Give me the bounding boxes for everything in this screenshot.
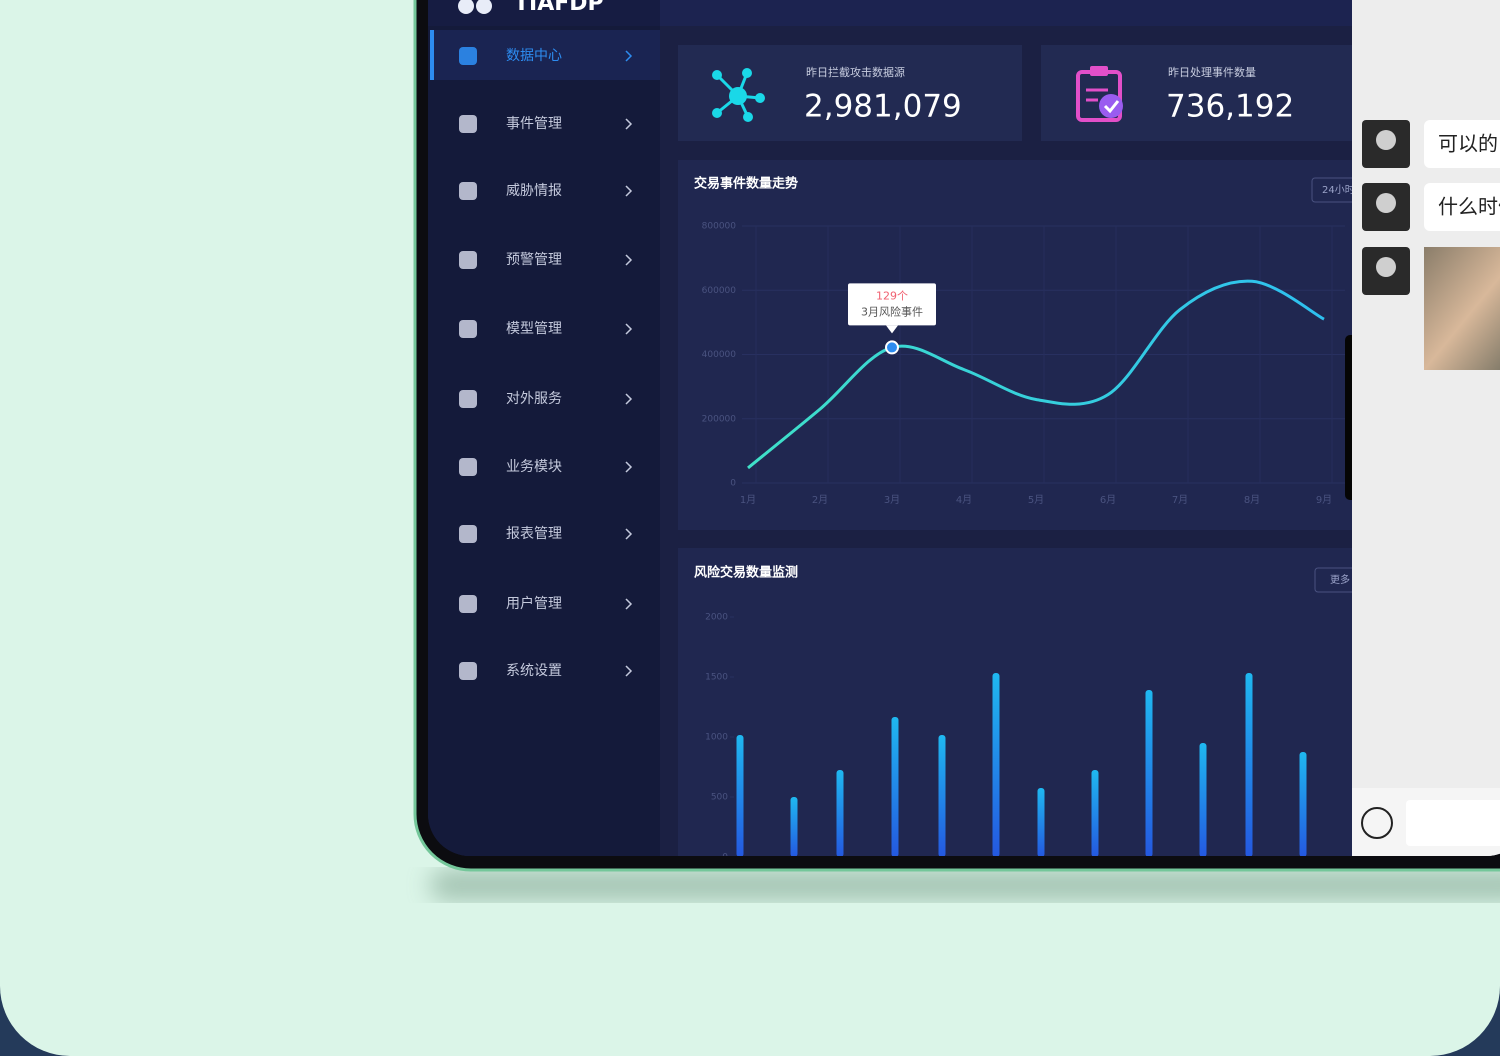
chevron [625, 323, 633, 335]
message-bubble [1424, 120, 1500, 168]
bar [1245, 673, 1253, 856]
bar [1199, 743, 1207, 856]
tablet-screen: TIAFDP 数据中心事件管理威胁情报预警管理模型管理对外服务业务模块报表管理用… [428, 0, 1500, 863]
y-tick-label: 2000 [705, 613, 728, 623]
chevron [625, 461, 633, 473]
bar [891, 716, 899, 856]
x-tick-label: 2月 [812, 494, 828, 506]
x-tick-label: 1月 [740, 494, 756, 506]
menu-item[interactable]: 系统设置 [506, 663, 562, 679]
message-image[interactable] [1424, 247, 1500, 370]
x-tick-label: 5月 [1028, 494, 1044, 506]
chevron [625, 50, 633, 62]
line-series [747, 279, 1325, 470]
x-tick-label: 9月 [1316, 494, 1332, 506]
stat-value: 2,981,079 [804, 89, 962, 125]
tooltip [848, 283, 936, 326]
sidebar [428, 0, 660, 856]
menu-item[interactable]: 用户管理 [506, 595, 562, 612]
tooltip-value: 129个 [876, 289, 908, 302]
avatars [1362, 120, 1410, 295]
stat-card [1041, 45, 1381, 141]
y-tick-label: 500 [711, 793, 728, 803]
message-text: 什么时候 [1438, 195, 1500, 219]
app-title: TIAFDP [514, 0, 604, 16]
menu-item[interactable]: 业务模块 [506, 459, 562, 475]
chevron [625, 254, 633, 266]
menu-icon [459, 662, 477, 680]
stat-value: 736,192 [1166, 89, 1294, 125]
menu-icon [459, 458, 477, 476]
menu-icon [459, 525, 477, 543]
menu-icon [459, 390, 477, 408]
range-button-label[interactable]: 24小时 [1322, 184, 1355, 196]
menu-item[interactable]: 事件管理 [506, 116, 562, 132]
chevron [625, 528, 633, 540]
bar [1037, 788, 1045, 856]
menu-item[interactable]: 对外服务 [506, 391, 562, 407]
y-tick-label: 0 [722, 853, 728, 863]
chevron [625, 185, 633, 197]
y-tick-label: 0 [730, 479, 736, 489]
chart-title: 风险交易数量监测 [694, 565, 798, 581]
menu-icon [459, 251, 477, 269]
bar [836, 770, 844, 856]
bar [1145, 689, 1153, 856]
menu-item[interactable]: 数据中心 [506, 48, 562, 64]
menu-icon [459, 115, 477, 133]
x-tick-label: 8月 [1244, 494, 1260, 506]
highlight-point [885, 340, 899, 355]
message-bubble [1424, 183, 1500, 231]
x-tick-label: 3月 [884, 494, 900, 506]
bar-chart-panel [678, 548, 1378, 856]
chat-input[interactable] [1406, 800, 1500, 846]
stat-label: 昨日拦截攻击数据源 [806, 65, 905, 79]
menu-icon [459, 320, 477, 338]
bar [1091, 770, 1099, 856]
x-tick-label: 6月 [1100, 494, 1116, 506]
logo-icon [458, 0, 492, 14]
bar [938, 734, 946, 856]
tablet-shadow [430, 870, 1500, 900]
y-tick-label: 1000 [705, 733, 728, 743]
voice-button[interactable] [1361, 807, 1393, 839]
chart-title: 交易事件数量走势 [694, 176, 798, 192]
menu-item[interactable]: 模型管理 [506, 321, 562, 337]
active-indicator [430, 30, 434, 80]
y-tick-label: 1500 [705, 673, 728, 683]
x-tick-label: 7月 [1172, 494, 1188, 506]
line-chart-panel [678, 160, 1378, 530]
menu-item[interactable]: 预警管理 [506, 252, 562, 268]
more-button-label[interactable]: 更多 [1330, 573, 1350, 586]
tooltip-arrow [886, 325, 898, 334]
chevron [625, 598, 633, 610]
stat-label: 昨日处理事件数量 [1168, 66, 1256, 79]
y-tick-label: 600000 [702, 286, 737, 296]
bar [992, 673, 1000, 856]
chevron [625, 118, 633, 130]
x-tick-label: 4月 [956, 494, 972, 506]
tooltip-label: 3月风险事件 [861, 304, 923, 318]
chevron [625, 665, 633, 677]
clipboard-icon [1076, 66, 1123, 122]
menu-icon [459, 47, 477, 65]
y-tick-label: 400000 [702, 350, 737, 360]
chevron [625, 393, 633, 405]
menu-item[interactable]: 威胁情报 [506, 183, 562, 199]
message-text: 可以的 [1438, 132, 1498, 156]
bar [790, 797, 798, 856]
menu-item[interactable]: 报表管理 [506, 526, 562, 542]
bar [736, 734, 744, 856]
menu-icon [459, 595, 477, 613]
network-icon [712, 68, 765, 122]
bar [1299, 752, 1307, 856]
menu-icon [459, 182, 477, 200]
y-tick-label: 200000 [702, 414, 737, 424]
y-tick-label: 800000 [702, 222, 737, 232]
